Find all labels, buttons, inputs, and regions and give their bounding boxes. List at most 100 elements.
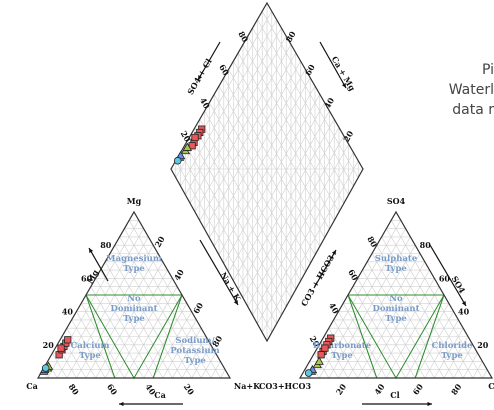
grid-line — [124, 286, 178, 379]
tick-label: 80 — [420, 240, 432, 250]
zone-label: Type — [331, 351, 353, 361]
grid-line — [191, 344, 212, 379]
tick-label: 60 — [410, 381, 425, 396]
axis-label-so4: SO4 — [450, 274, 468, 295]
zone-label: Dominant — [372, 304, 419, 314]
anion-triangle-frame — [298, 210, 494, 379]
axis-arrows — [88, 41, 467, 407]
zone-label: Type — [184, 356, 206, 366]
tick-label: 40 — [198, 96, 212, 111]
diamond-point — [182, 142, 193, 151]
anion-point — [304, 369, 313, 377]
grid-line — [152, 311, 192, 379]
grid-line — [220, 369, 226, 379]
grid-line — [104, 269, 168, 379]
diamond-point — [173, 156, 182, 165]
grid-line — [80, 303, 125, 379]
diamond-frame — [170, 1, 364, 343]
zone-line — [414, 294, 445, 379]
arrow-nak — [199, 239, 239, 306]
tick-label: 80 — [236, 29, 250, 44]
grid-line — [90, 286, 144, 379]
caption-line-1: Pi — [481, 62, 494, 78]
arrow-so4cl — [197, 41, 221, 81]
data-points — [39, 125, 335, 377]
grid-line — [453, 344, 474, 379]
axis-label-camg: Ca + Mg — [330, 54, 358, 92]
zone-line — [152, 294, 183, 379]
diamond-point — [191, 133, 199, 142]
tick-label: 60 — [303, 62, 317, 77]
zone-label: Type — [79, 351, 101, 361]
grid-line — [128, 220, 221, 379]
corner-label-cl: Cl — [488, 381, 494, 391]
zone-label: Type — [385, 264, 407, 274]
axis-label-ca: Ca — [154, 390, 166, 400]
zone-label: Potassium — [170, 346, 219, 356]
zone-label: Calcium — [70, 341, 109, 351]
arrow-cl-head — [427, 401, 432, 407]
tick-label: 40 — [458, 307, 470, 317]
corner-label-co3hco3: CO3+HCO3 — [259, 381, 312, 391]
arrow-so4cl-head — [198, 75, 203, 80]
zone-label: Chloride — [432, 341, 473, 351]
grid-line — [347, 253, 421, 379]
zone-label: Type — [123, 264, 145, 274]
tick-label: 40 — [327, 301, 341, 316]
grid-line — [362, 269, 426, 379]
tick-label: 20 — [179, 129, 193, 144]
grid-line — [352, 286, 406, 379]
tick-label: 40 — [62, 307, 74, 317]
tick-label: 20 — [308, 334, 322, 349]
grid-line — [100, 269, 164, 379]
arrow-camg-head — [341, 83, 346, 88]
cation-point — [57, 344, 65, 352]
arrow-so4-head — [461, 301, 466, 306]
grid-lines — [42, 3, 488, 379]
arrow-camg — [319, 41, 347, 89]
zone-label: Sodium/ — [175, 336, 215, 346]
tick-label: 60 — [346, 268, 360, 283]
corner-label-nak: Na+K — [234, 381, 261, 391]
grid-line — [371, 253, 445, 379]
tick-label: 60 — [105, 382, 120, 397]
zone-label: Type — [441, 351, 463, 361]
grid-line — [71, 319, 106, 379]
labels: Mg Ca Na+K SO4 CO3+HCO3 Cl 20 40 60 80 80 60 40 20 20 4… — [26, 29, 494, 400]
anion-point — [314, 356, 324, 365]
arrow-co3hco3-head — [331, 250, 336, 255]
tick-label: 20 — [477, 340, 489, 350]
zone-label: Type — [123, 314, 145, 324]
axis-label-cl: Cl — [390, 390, 399, 400]
grid-line — [314, 352, 330, 379]
cation-triangle-frame — [36, 210, 232, 379]
zone-label: Dominant — [110, 304, 157, 314]
tick-label: 60 — [439, 273, 451, 283]
tick-label: 40 — [372, 381, 387, 396]
grid-line — [472, 361, 483, 379]
arrow-mg-head — [89, 248, 94, 253]
tick-label: 20 — [182, 382, 197, 397]
corner-label-mg: Mg — [127, 196, 142, 206]
tick-label: 20 — [334, 381, 349, 396]
caption-line-2: Waterl — [448, 82, 494, 98]
tick-label: 80 — [67, 382, 82, 397]
grid-line — [200, 352, 216, 379]
grid-line — [414, 311, 454, 379]
arrow-co3hco3 — [313, 249, 337, 289]
zone-label: Magnesium — [106, 254, 162, 264]
grid-line — [482, 369, 488, 379]
zone-label: Type — [385, 314, 407, 324]
zone-line — [347, 294, 378, 379]
grid-line — [342, 303, 387, 379]
cation-point — [64, 336, 72, 344]
cation-point — [41, 364, 50, 372]
grid-line — [162, 319, 197, 379]
tick-label: 80 — [365, 234, 379, 249]
grid-line — [424, 319, 459, 379]
grid-line — [338, 311, 378, 379]
zone-label: No — [127, 294, 141, 304]
grid-line — [66, 236, 149, 379]
grid-line — [386, 286, 440, 379]
